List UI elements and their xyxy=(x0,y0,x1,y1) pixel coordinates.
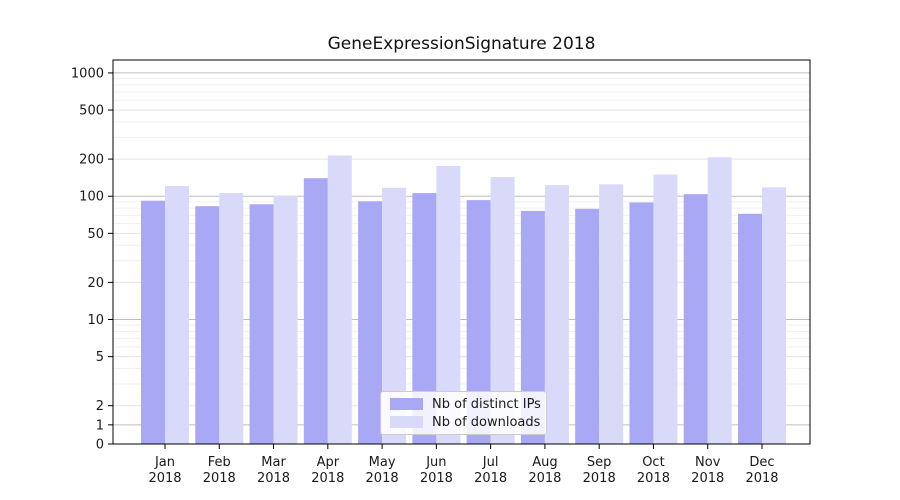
legend-label-distinct-ips: Nb of distinct IPs xyxy=(432,396,541,412)
x-tick-label-month-aug: Aug xyxy=(532,455,557,470)
x-tick-label-month-jan: Jan xyxy=(154,455,175,470)
y-tick-label-500: 500 xyxy=(79,104,104,119)
bar-distinct-ips-jan xyxy=(141,200,165,444)
x-tick-label-month-mar: Mar xyxy=(261,455,286,470)
x-tick-label-month-dec: Dec xyxy=(749,455,774,470)
legend-row-distinct-ips: Nb of distinct IPs xyxy=(390,397,541,412)
y-tick-label-0: 0 xyxy=(96,438,104,453)
bar-downloads-dec xyxy=(762,187,786,444)
legend-swatch-downloads xyxy=(390,416,423,428)
bar-downloads-oct xyxy=(653,174,678,444)
y-tick-label-5: 5 xyxy=(96,350,104,365)
y-tick-label-1000: 1000 xyxy=(71,66,104,81)
bar-distinct-ips-dec xyxy=(738,213,762,444)
legend-swatch-distinct-ips xyxy=(390,398,423,410)
y-tick-label-20: 20 xyxy=(87,276,104,291)
x-tick-label-year-sep: 2018 xyxy=(583,471,616,486)
y-tick-label-100: 100 xyxy=(79,190,104,205)
bar-distinct-ips-mar xyxy=(249,204,274,444)
x-tick-label-year-feb: 2018 xyxy=(203,471,236,486)
bar-distinct-ips-sep xyxy=(575,208,600,444)
x-tick-label-year-jul: 2018 xyxy=(474,471,507,486)
x-tick-label-month-jun: Jun xyxy=(425,455,446,470)
bar-distinct-ips-apr xyxy=(303,178,328,445)
y-tick-label-1: 1 xyxy=(96,418,104,433)
x-tick-label-year-aug: 2018 xyxy=(528,471,561,486)
y-tick-label-2: 2 xyxy=(96,399,104,414)
x-tick-label-year-mar: 2018 xyxy=(257,471,290,486)
bar-downloads-mar xyxy=(273,195,298,444)
x-tick-label-year-apr: 2018 xyxy=(311,471,344,486)
bar-distinct-ips-nov xyxy=(683,194,708,444)
bar-distinct-ips-may xyxy=(358,201,383,444)
x-tick-label-month-feb: Feb xyxy=(208,455,231,470)
legend-label-downloads: Nb of downloads xyxy=(432,414,541,430)
x-tick-label-year-nov: 2018 xyxy=(691,471,724,486)
x-tick-label-month-jul: Jul xyxy=(482,455,499,470)
x-tick-label-year-dec: 2018 xyxy=(745,471,778,486)
bar-downloads-feb xyxy=(219,193,244,444)
x-tick-label-month-may: May xyxy=(369,455,396,470)
plot-frame xyxy=(112,59,811,445)
x-tick-label-year-jun: 2018 xyxy=(420,471,453,486)
x-tick-label-year-jan: 2018 xyxy=(148,471,181,486)
legend-row-downloads: Nb of downloads xyxy=(390,414,541,430)
bar-downloads-aug xyxy=(544,185,569,444)
x-tick-label-month-oct: Oct xyxy=(642,455,664,470)
x-tick-label-month-nov: Nov xyxy=(695,455,721,470)
x-tick-label-month-sep: Sep xyxy=(587,455,612,470)
bar-downloads-apr xyxy=(327,155,352,444)
bar-distinct-ips-oct xyxy=(629,202,654,444)
x-tick-label-year-may: 2018 xyxy=(366,471,399,486)
bar-distinct-ips-feb xyxy=(195,206,220,444)
y-tick-label-50: 50 xyxy=(87,227,104,242)
y-tick-label-10: 10 xyxy=(87,313,104,328)
y-tick-label-200: 200 xyxy=(79,153,104,168)
chart-title: GeneExpressionSignature 2018 xyxy=(327,34,596,54)
legend: Nb of distinct IPs Nb of downloads xyxy=(380,391,547,435)
x-tick-label-month-apr: Apr xyxy=(317,455,340,470)
bar-downloads-nov xyxy=(707,157,732,444)
bar-downloads-sep xyxy=(599,184,624,444)
bar-downloads-jan xyxy=(165,186,189,444)
x-tick-label-year-oct: 2018 xyxy=(637,471,670,486)
